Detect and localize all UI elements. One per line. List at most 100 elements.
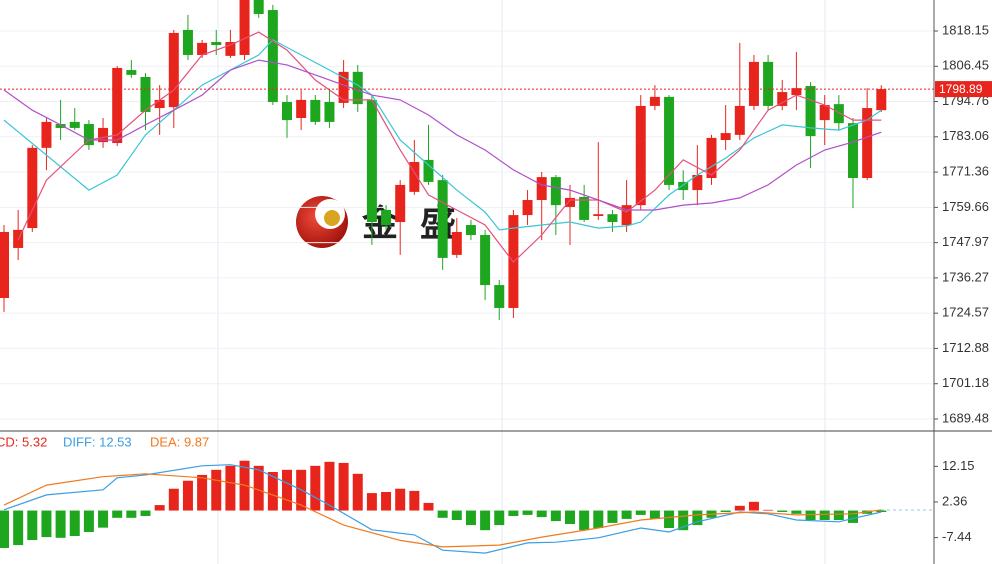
candle-body [225, 42, 236, 56]
candle-body [211, 42, 222, 46]
macd-bar [140, 510, 151, 516]
candle-body [451, 231, 462, 255]
macd-bar [112, 510, 123, 518]
candle-body [777, 92, 788, 106]
candle-body [734, 105, 745, 135]
y-tick-label: 1771.36 [942, 164, 989, 179]
candle-body [239, 0, 250, 55]
candle-body [819, 105, 830, 121]
macd-bar [0, 510, 9, 548]
macd-bar [536, 510, 547, 518]
y-tick-label: 12.15 [942, 458, 975, 473]
candle-body [494, 285, 505, 308]
macd-bar [253, 465, 264, 511]
candle-body [833, 104, 844, 124]
candle-body [282, 102, 292, 121]
candle-body [296, 99, 307, 118]
macd-bar [565, 510, 575, 524]
candle-body [0, 231, 9, 299]
candle-body [324, 102, 335, 122]
candle-body [593, 214, 604, 216]
candle-body [522, 200, 533, 216]
last-price-label: 1798.89 [939, 82, 983, 96]
y-tick-label: 1701.18 [942, 375, 989, 390]
macd-bar [734, 505, 745, 511]
candle-body [55, 124, 66, 128]
candle-body [41, 121, 52, 148]
candle-body [480, 234, 491, 286]
macd-bar [83, 510, 94, 532]
macd-bar [211, 469, 222, 511]
macd-bar [635, 510, 646, 515]
candle-body [437, 180, 448, 258]
candle-body [607, 214, 618, 223]
macd-bar [607, 510, 618, 523]
legend: CD: 5.32 DIFF: 12.53 DEA: 9.87 [0, 434, 209, 449]
y-tick-label: 1747.97 [942, 234, 989, 249]
candle-body [678, 181, 689, 191]
candle-body [763, 61, 774, 106]
macd-bar [791, 510, 802, 514]
macd-bar [310, 465, 321, 511]
candle-body [310, 99, 321, 122]
macd-bar [748, 501, 759, 511]
macd-bar [41, 510, 52, 538]
candle-body [748, 61, 759, 106]
legend-entry: DEA: 9.87 [150, 434, 209, 449]
macd-bar [352, 473, 363, 511]
candle-body [862, 108, 873, 179]
candle-body [69, 121, 80, 128]
candle-body [140, 76, 151, 112]
macd-bar [409, 490, 420, 511]
y-tick-label: 1712.88 [942, 340, 989, 355]
candle-body [805, 86, 816, 137]
candle-body [536, 177, 547, 201]
macd-bar [649, 510, 660, 519]
macd-bar [282, 469, 292, 511]
macd-bar [465, 510, 476, 526]
candle-body [83, 124, 94, 146]
macd-line [3, 464, 882, 554]
candle-body [197, 42, 208, 55]
macd-line [3, 473, 882, 548]
macd-bar [720, 510, 731, 512]
candle-body [465, 225, 476, 235]
macd-bar [197, 474, 208, 511]
candle-body [579, 196, 590, 220]
macd-bar [522, 510, 533, 515]
candle-body [692, 174, 703, 191]
candle-body [154, 99, 165, 109]
watermark: 金 盛 [296, 196, 456, 248]
price-panel [0, 0, 934, 420]
y-tick-label: 1736.27 [942, 269, 989, 284]
candle-body [126, 70, 137, 75]
macd-bar [508, 510, 519, 516]
macd-bar [381, 492, 392, 511]
macd-bar [848, 510, 858, 523]
y-tick-label: 1783.06 [942, 128, 989, 143]
moving-average-line [3, 59, 882, 211]
macd-bar [55, 510, 66, 538]
candle-body [565, 197, 575, 207]
candle-body [98, 127, 109, 143]
candle-body [791, 88, 802, 96]
last-price-box [935, 81, 992, 98]
macd-bar [225, 465, 236, 511]
logo [324, 210, 340, 226]
macd-bar [579, 510, 590, 531]
macd-bar [550, 510, 561, 522]
macd-bar [451, 510, 462, 520]
macd-bar [763, 509, 774, 511]
y-tick-label: 1806.45 [942, 58, 989, 73]
macd-bar [154, 505, 165, 511]
macd-bar [876, 510, 887, 512]
macd-bar [168, 488, 179, 511]
macd-bar [437, 510, 448, 518]
macd-bar [593, 510, 604, 528]
candle-body [720, 133, 731, 141]
candle-body [876, 89, 887, 111]
macd-bar [267, 472, 278, 511]
macd-bar [27, 510, 38, 540]
